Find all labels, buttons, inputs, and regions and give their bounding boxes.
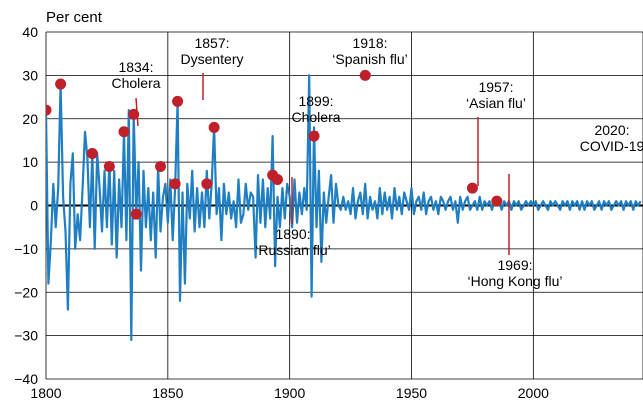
event-marker	[359, 69, 371, 81]
event-marker	[155, 160, 167, 172]
y-tick-label: 20	[22, 111, 38, 127]
annotation-label: 1857:	[194, 35, 229, 51]
annotation-label: Cholera	[291, 109, 340, 125]
x-tick-label: 1800	[30, 385, 61, 401]
x-tick-label: 1900	[274, 385, 305, 401]
annotation-label: 1918:	[352, 35, 387, 51]
annotations: 1834:Cholera1857:Dysentery1899:Cholera19…	[111, 35, 643, 289]
annotation-label: Cholera	[111, 75, 160, 91]
event-marker	[466, 182, 478, 194]
annotation-label: ‘Asian flu’	[466, 95, 526, 111]
annotation-label: 1834:	[118, 59, 153, 75]
line-series	[46, 74, 642, 342]
annotation-label: Dysentery	[180, 51, 243, 67]
x-tick-label: 1950	[396, 385, 427, 401]
event-marker	[46, 104, 52, 116]
y-tick-label: 30	[22, 67, 38, 83]
annotation-label: ‘Russian flu’	[255, 242, 330, 258]
event-marker	[201, 178, 213, 190]
y-tick-label: 0	[30, 198, 38, 214]
series-line	[46, 74, 642, 342]
y-tick-label: −10	[14, 241, 38, 257]
event-marker	[86, 147, 98, 159]
annotation-label: 1899:	[298, 93, 333, 109]
event-marker	[130, 208, 142, 220]
annotation-label: COVID-19	[580, 138, 643, 154]
annotation-label: 2020:	[594, 122, 629, 138]
y-tick-label: −20	[14, 284, 38, 300]
y-tick-label: −30	[14, 328, 38, 344]
x-tick-labels: 1800 1850 1900 1950 2000	[30, 385, 549, 401]
annotation-label: 1969:	[497, 257, 532, 273]
annotation-label: ‘Hong Kong flu’	[468, 273, 563, 289]
annotation-label: 1890:	[275, 226, 310, 242]
event-marker	[118, 126, 130, 138]
y-axis-label: Per cent	[46, 9, 103, 26]
y-tick-labels: −40 −30 −20 −10 0 10 20 30 40	[14, 24, 38, 387]
event-marker	[308, 130, 320, 142]
y-tick-label: 40	[22, 24, 38, 40]
y-tick-label: 10	[22, 154, 38, 170]
annotation-leaders	[135, 73, 510, 255]
x-tick-label: 2000	[518, 385, 549, 401]
event-marker	[128, 108, 140, 120]
event-marker	[55, 78, 67, 90]
event-marker	[208, 121, 220, 133]
event-marker	[172, 95, 184, 107]
annotation-label: 1957:	[478, 79, 513, 95]
event-marker	[271, 173, 283, 185]
event-marker	[169, 178, 181, 190]
event-marker	[103, 160, 115, 172]
event-marker	[491, 195, 503, 207]
x-tick-label: 1850	[152, 385, 183, 401]
event-markers	[46, 69, 503, 220]
annotation-label: ‘Spanish flu’	[332, 51, 408, 67]
y-tick-label: −40	[14, 371, 38, 387]
